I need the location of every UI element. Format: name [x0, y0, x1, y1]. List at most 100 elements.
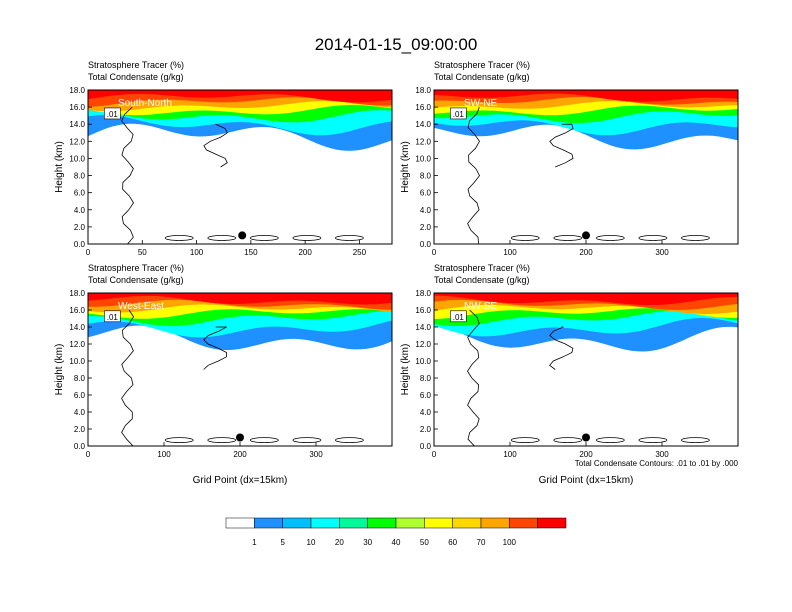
- colorbar: 1 5 10 20 30 40 50 60 70 100: [225, 517, 567, 547]
- y-tick-label: 12.0: [69, 137, 85, 146]
- x-axis-label: Grid Point (dx=15km): [539, 475, 634, 486]
- y-tick-label: 6.0: [74, 189, 86, 198]
- condensate-contours: [121, 106, 364, 244]
- colorbar-label: 60: [448, 538, 457, 547]
- colorbar-label: 10: [307, 538, 316, 547]
- y-tick-label: 0.0: [420, 240, 432, 249]
- colorbar-box: [537, 517, 567, 529]
- y-axis-label: Height (km): [400, 344, 411, 396]
- y-tick-label: 0.0: [74, 442, 86, 451]
- y-tick-label: 6.0: [420, 391, 432, 400]
- colorbar-box: [282, 517, 312, 529]
- colorbar-label: 40: [392, 538, 401, 547]
- contour-label: .01: [453, 313, 465, 322]
- colorbar-box: [254, 517, 283, 529]
- y-axis-label: Height (km): [400, 141, 411, 193]
- panel-title-line1: Stratosphere Tracer (%): [434, 263, 530, 273]
- y-tick-label: 0.0: [420, 442, 432, 451]
- y-tick-label: 4.0: [420, 206, 432, 215]
- x-tick-label: 200: [298, 248, 312, 257]
- x-tick-label: 200: [579, 248, 593, 257]
- y-tick-label: 2.0: [74, 223, 86, 232]
- contour-line: [549, 326, 574, 370]
- x-tick-label: 300: [655, 248, 669, 257]
- x-tick-label: 100: [190, 248, 204, 257]
- contour-label-box: [450, 310, 467, 323]
- y-tick-label: 12.0: [415, 137, 431, 146]
- tracer-field: [434, 293, 738, 352]
- x-tick-label: 200: [233, 450, 247, 459]
- contour-line: [292, 235, 322, 241]
- y-tick-label: 2.0: [420, 223, 432, 232]
- location-marker: [582, 433, 590, 442]
- y-tick-label: 12.0: [415, 340, 431, 349]
- condensate-contours: [467, 106, 710, 244]
- y-tick-label: 2.0: [74, 425, 86, 434]
- tracer-layer: [88, 293, 392, 305]
- colorbar-box: [310, 517, 340, 529]
- y-tick-label: 18.0: [69, 289, 85, 298]
- contour-label-box: [450, 107, 467, 120]
- y-tick-label: 16.0: [69, 103, 85, 112]
- x-tick-label: 0: [86, 450, 91, 459]
- y-tick-label: 10.0: [415, 154, 431, 163]
- x-tick-label: 250: [353, 248, 367, 257]
- x-axis-label: Grid Point (dx=15km): [193, 475, 288, 486]
- contour-label: .01: [453, 110, 465, 119]
- contour-line: [553, 235, 583, 241]
- colorbar-box: [395, 517, 425, 529]
- contour-line: [638, 437, 668, 444]
- y-tick-label: 16.0: [415, 103, 431, 112]
- tracer-layer: [434, 293, 738, 306]
- contour-line: [292, 437, 322, 444]
- y-tick-label: 8.0: [74, 374, 86, 383]
- contour-label: .01: [107, 313, 119, 322]
- contour-line: [249, 235, 279, 241]
- contour-line: [467, 106, 480, 244]
- contour-line: [207, 235, 237, 241]
- plot-frame: [87, 89, 393, 245]
- contour-line: [207, 437, 237, 444]
- y-tick-label: 6.0: [420, 189, 432, 198]
- y-tick-label: 14.0: [69, 120, 85, 129]
- y-tick-label: 12.0: [69, 340, 85, 349]
- contour-line: [203, 326, 227, 370]
- colorbar-label: 50: [420, 538, 429, 547]
- colorbar-label: 30: [363, 538, 372, 547]
- colorbar-box: [452, 517, 482, 529]
- condensate-contours: [467, 309, 710, 446]
- contour-line: [203, 123, 228, 168]
- y-tick-label: 14.0: [415, 120, 431, 129]
- section-label: South-North: [118, 98, 172, 109]
- y-tick-label: 4.0: [74, 408, 86, 417]
- contour-line: [164, 437, 194, 444]
- tracer-field: [434, 90, 738, 150]
- location-marker: [582, 231, 590, 240]
- y-tick-label: 10.0: [69, 357, 85, 366]
- contour-line: [510, 235, 540, 241]
- panel-title-line2: Total Condensate (g/kg): [434, 275, 530, 285]
- panels: .01 South-North 0.0 2.0 4.0 6.0 8.0 10.0 12.0 14.…: [54, 60, 739, 486]
- y-tick-label: 4.0: [420, 408, 432, 417]
- colorbar-box: [509, 517, 538, 529]
- colorbar-label: 100: [503, 538, 517, 547]
- panel-title-line1: Stratosphere Tracer (%): [88, 60, 184, 70]
- y-axis-label: Height (km): [54, 344, 65, 396]
- colorbar-box: [225, 517, 255, 529]
- tracer-field: [88, 90, 392, 151]
- x-tick-label: 300: [655, 450, 669, 459]
- x-tick-label: 50: [138, 248, 147, 257]
- contour-line: [681, 235, 710, 241]
- colorbar-label: 1: [252, 538, 257, 547]
- colorbar-box: [424, 517, 453, 529]
- contour-line: [681, 437, 710, 444]
- condensate-contours: [121, 309, 364, 446]
- x-tick-label: 300: [309, 450, 323, 459]
- y-tick-label: 8.0: [420, 172, 432, 181]
- contour-line: [334, 235, 364, 241]
- section-label: SW-NE: [464, 98, 497, 109]
- y-tick-label: 18.0: [69, 86, 85, 95]
- y-tick-label: 8.0: [74, 172, 86, 181]
- panel-title-line2: Total Condensate (g/kg): [88, 275, 184, 285]
- y-tick-label: 2.0: [420, 425, 432, 434]
